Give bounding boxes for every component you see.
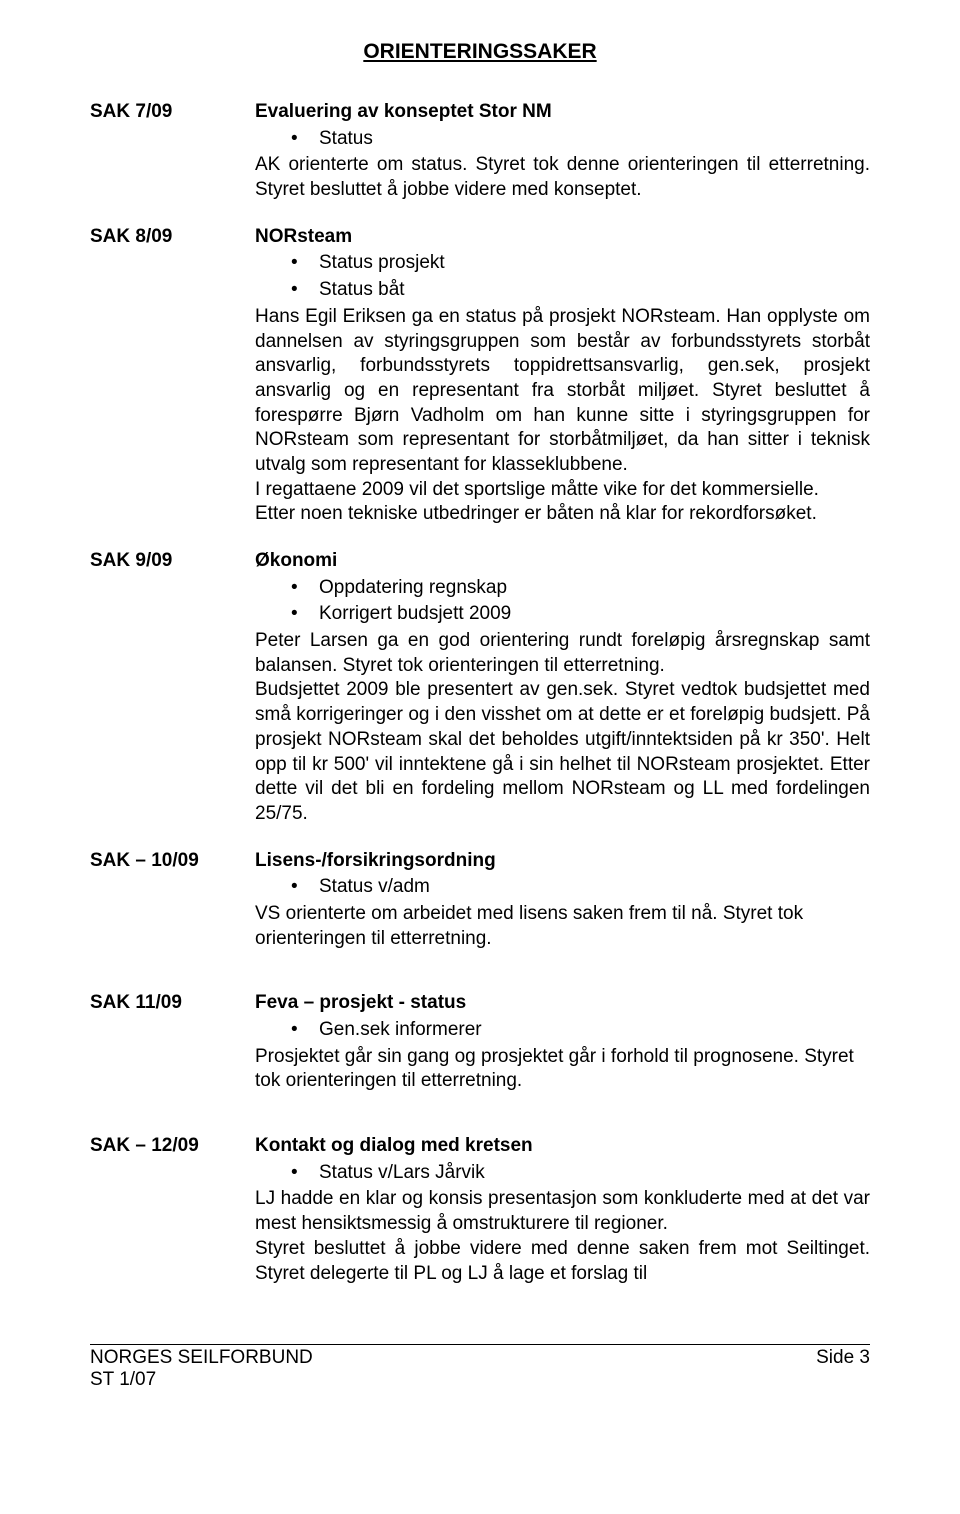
sak-body: Evaluering av konseptet Stor NM•StatusAK… <box>255 100 870 203</box>
sak-block: SAK – 12/09Kontakt og dialog med kretsen… <box>90 1134 870 1304</box>
bullet-icon: • <box>255 602 319 627</box>
bullet-item: •Oppdatering regnskap <box>255 576 870 601</box>
footer-org: NORGES SEILFORBUND <box>90 1347 313 1369</box>
bullet-icon: • <box>255 875 319 900</box>
sak-heading: Økonomi <box>255 549 870 574</box>
sak-body: Økonomi•Oppdatering regnskap•Korrigert b… <box>255 549 870 827</box>
sak-body: NORsteam•Status prosjekt•Status båtHans … <box>255 225 870 527</box>
bullet-item: •Status båt <box>255 278 870 303</box>
paragraph: I regattaene 2009 vil det sportslige måt… <box>255 478 870 503</box>
paragraph: VS orienterte om arbeidet med lisens sak… <box>255 902 870 951</box>
sak-block: SAK 7/09Evaluering av konseptet Stor NM•… <box>90 100 870 203</box>
bullet-text: Status båt <box>319 278 870 303</box>
bullet-icon: • <box>255 1018 319 1043</box>
sak-label: SAK – 12/09 <box>90 1134 255 1304</box>
paragraph: Hans Egil Eriksen ga en status på prosje… <box>255 305 870 478</box>
paragraph: Prosjektet går sin gang og prosjektet gå… <box>255 1045 870 1094</box>
page-title: ORIENTERINGSSAKER <box>90 40 870 64</box>
bullet-item: •Status prosjekt <box>255 251 870 276</box>
sak-subgroup: Lisens-/forsikringsordning•Status v/admV… <box>255 849 870 952</box>
sak-block: SAK 11/09Feva – prosjekt - status•Gen.se… <box>90 991 870 1112</box>
sak-heading: Evaluering av konseptet Stor NM <box>255 100 870 125</box>
footer-ref: ST 1/07 <box>90 1369 313 1391</box>
paragraph: Styret besluttet å jobbe videre med denn… <box>255 1237 870 1286</box>
sak-subgroup: Feva – prosjekt - status•Gen.sek informe… <box>255 991 870 1094</box>
sak-body: Lisens-/forsikringsordning•Status v/admV… <box>255 849 870 970</box>
bullet-item: •Gen.sek informerer <box>255 1018 870 1043</box>
sak-heading: Lisens-/forsikringsordning <box>255 849 870 874</box>
bullet-text: Status prosjekt <box>319 251 870 276</box>
bullet-icon: • <box>255 576 319 601</box>
sak-block: SAK 9/09Økonomi•Oppdatering regnskap•Kor… <box>90 549 870 827</box>
sak-heading: NORsteam <box>255 225 870 250</box>
footer: NORGES SEILFORBUND ST 1/07 Side 3 <box>90 1344 870 1391</box>
sak-label: SAK 8/09 <box>90 225 255 527</box>
footer-left: NORGES SEILFORBUND ST 1/07 <box>90 1347 313 1391</box>
bullet-icon: • <box>255 1161 319 1186</box>
saks-container: SAK 7/09Evaluering av konseptet Stor NM•… <box>90 100 870 1304</box>
bullet-text: Status v/Lars Jårvik <box>319 1161 870 1186</box>
sak-label: SAK 9/09 <box>90 549 255 827</box>
bullet-icon: • <box>255 251 319 276</box>
bullet-item: •Korrigert budsjett 2009 <box>255 602 870 627</box>
footer-page: Side 3 <box>816 1347 870 1391</box>
bullet-item: •Status v/adm <box>255 875 870 900</box>
sak-block: SAK 8/09NORsteam•Status prosjekt•Status … <box>90 225 870 527</box>
bullet-icon: • <box>255 278 319 303</box>
bullet-text: Status <box>319 127 870 152</box>
bullet-text: Gen.sek informerer <box>319 1018 870 1043</box>
bullet-item: •Status <box>255 127 870 152</box>
bullet-text: Status v/adm <box>319 875 870 900</box>
sak-label: SAK 11/09 <box>90 991 255 1112</box>
bullet-item: •Status v/Lars Jårvik <box>255 1161 870 1186</box>
paragraph: Etter noen tekniske utbedringer er båten… <box>255 502 870 527</box>
bullet-icon: • <box>255 127 319 152</box>
bullet-text: Korrigert budsjett 2009 <box>319 602 870 627</box>
paragraph: Budsjettet 2009 ble presentert av gen.se… <box>255 678 870 826</box>
sak-label: SAK – 10/09 <box>90 849 255 970</box>
sak-body: Feva – prosjekt - status•Gen.sek informe… <box>255 991 870 1112</box>
bullet-text: Oppdatering regnskap <box>319 576 870 601</box>
paragraph: Peter Larsen ga en god orientering rundt… <box>255 629 870 678</box>
sak-heading: Kontakt og dialog med kretsen <box>255 1134 870 1159</box>
sak-heading: Feva – prosjekt - status <box>255 991 870 1016</box>
sak-subgroup: Kontakt og dialog med kretsen•Status v/L… <box>255 1134 870 1286</box>
sak-body: Kontakt og dialog med kretsen•Status v/L… <box>255 1134 870 1304</box>
paragraph: LJ hadde en klar og konsis presentasjon … <box>255 1187 870 1236</box>
sak-label: SAK 7/09 <box>90 100 255 203</box>
sak-block: SAK – 10/09Lisens-/forsikringsordning•St… <box>90 849 870 970</box>
paragraph: AK orienterte om status. Styret tok denn… <box>255 153 870 202</box>
